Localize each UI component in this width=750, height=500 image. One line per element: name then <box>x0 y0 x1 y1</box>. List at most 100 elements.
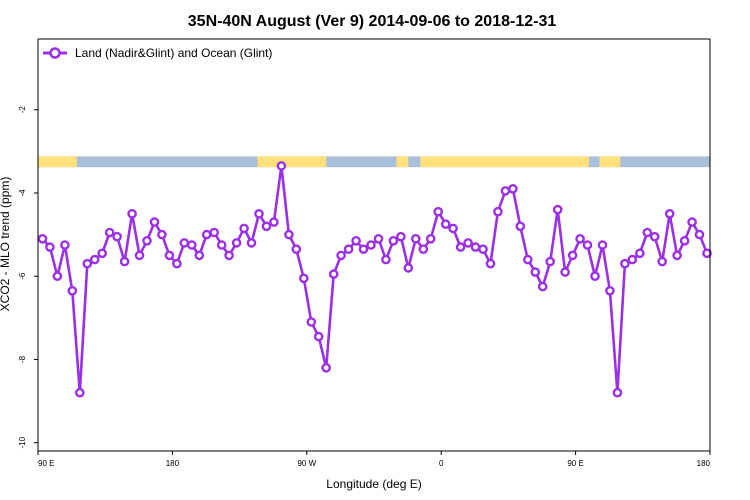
data-point <box>52 271 63 282</box>
data-point <box>231 238 242 248</box>
data-point <box>149 217 160 227</box>
data-point <box>388 235 399 246</box>
data-point <box>605 285 615 296</box>
data-point <box>306 317 317 327</box>
data-point <box>134 250 145 261</box>
land-segment <box>420 156 590 168</box>
data-point <box>455 242 466 252</box>
x-axis-label: Longitude (deg E) <box>326 477 421 491</box>
data-point <box>328 269 339 279</box>
data-point <box>172 258 182 269</box>
data-point <box>373 233 384 244</box>
data-point <box>679 235 690 246</box>
y-axis-label: XCO2 - MLO trend (ppm) <box>0 177 12 312</box>
data-point <box>269 217 279 227</box>
data-point <box>201 229 212 240</box>
data-point <box>119 256 130 267</box>
plot-frame <box>37 38 711 452</box>
legend-entry-label: Land (Nadir&Glint) and Ocean (Glint) <box>75 46 272 60</box>
data-point <box>403 263 414 273</box>
y-tick-label: -10 <box>18 436 27 448</box>
x-tick-label: 0 <box>439 459 444 468</box>
data-point <box>552 204 563 215</box>
data-point <box>448 223 458 234</box>
data-point <box>560 267 570 277</box>
data-point <box>545 256 556 267</box>
data-point <box>664 208 675 219</box>
y-axis: -2 -4 -6 -8 -10 <box>18 106 38 448</box>
data-point <box>239 223 249 234</box>
data-point <box>127 208 137 219</box>
data-point <box>687 217 697 227</box>
data-point <box>291 244 302 254</box>
data-point <box>209 227 219 238</box>
data-point <box>537 281 548 292</box>
chart-title: 35N-40N August (Ver 9) 2014-09-06 to 201… <box>188 13 557 30</box>
data-point <box>254 208 264 219</box>
legend: Land (Nadir&Glint) and Ocean (Glint) <box>43 46 272 60</box>
data-point <box>425 233 436 244</box>
data-point <box>500 186 511 196</box>
data-point <box>246 238 257 248</box>
data-point <box>298 273 309 284</box>
data-point <box>343 244 354 254</box>
data-point <box>612 387 623 398</box>
data-point <box>75 387 85 398</box>
data-point <box>104 227 115 238</box>
data-point <box>366 240 376 250</box>
data-point <box>45 242 55 252</box>
data-point <box>463 238 473 248</box>
data-point <box>261 221 272 232</box>
data-point <box>381 254 391 265</box>
land-segment <box>257 156 327 168</box>
legend-marker-swatch <box>49 47 61 59</box>
data-point <box>627 254 638 265</box>
land-segment <box>396 156 409 168</box>
series-layer <box>37 161 712 398</box>
data-point <box>276 161 287 171</box>
data-point <box>478 244 488 254</box>
data-point <box>112 231 122 242</box>
data-point <box>508 183 518 194</box>
data-point <box>321 362 332 373</box>
data-point <box>164 250 175 261</box>
y-tick-label: -8 <box>18 355 27 363</box>
data-point <box>470 242 481 252</box>
data-point <box>694 229 705 240</box>
data-point <box>216 240 227 250</box>
data-point <box>649 231 660 242</box>
data-point <box>418 244 429 254</box>
data-point <box>396 231 406 242</box>
data-point <box>351 235 361 246</box>
data-point <box>672 250 682 261</box>
data-point <box>179 238 190 248</box>
data-point <box>620 258 630 269</box>
data-point <box>224 250 234 261</box>
y-tick-label: -2 <box>18 106 27 114</box>
data-point <box>194 250 205 261</box>
x-axis: 90 E 180 90 W 0 90 E 180 <box>37 451 711 468</box>
data-point <box>440 219 451 229</box>
x-tick-label: 90 E <box>38 459 54 468</box>
data-point <box>313 331 324 342</box>
land-segment <box>38 156 77 168</box>
data-point <box>284 229 294 240</box>
data-point <box>657 256 668 267</box>
data-point <box>567 250 578 261</box>
x-tick-label: 90 E <box>567 459 583 468</box>
data-point <box>433 206 444 217</box>
data-point <box>590 271 600 282</box>
data-point <box>60 240 70 250</box>
data-point <box>575 233 585 244</box>
ocean-band <box>38 156 710 168</box>
data-point <box>142 235 152 246</box>
data-point <box>186 240 197 250</box>
data-point <box>336 250 346 261</box>
data-point <box>97 248 107 259</box>
data-point <box>37 233 48 244</box>
data-point <box>642 227 653 238</box>
data-point <box>582 240 593 250</box>
y-tick-label: -4 <box>18 189 27 197</box>
data-point <box>493 206 503 217</box>
